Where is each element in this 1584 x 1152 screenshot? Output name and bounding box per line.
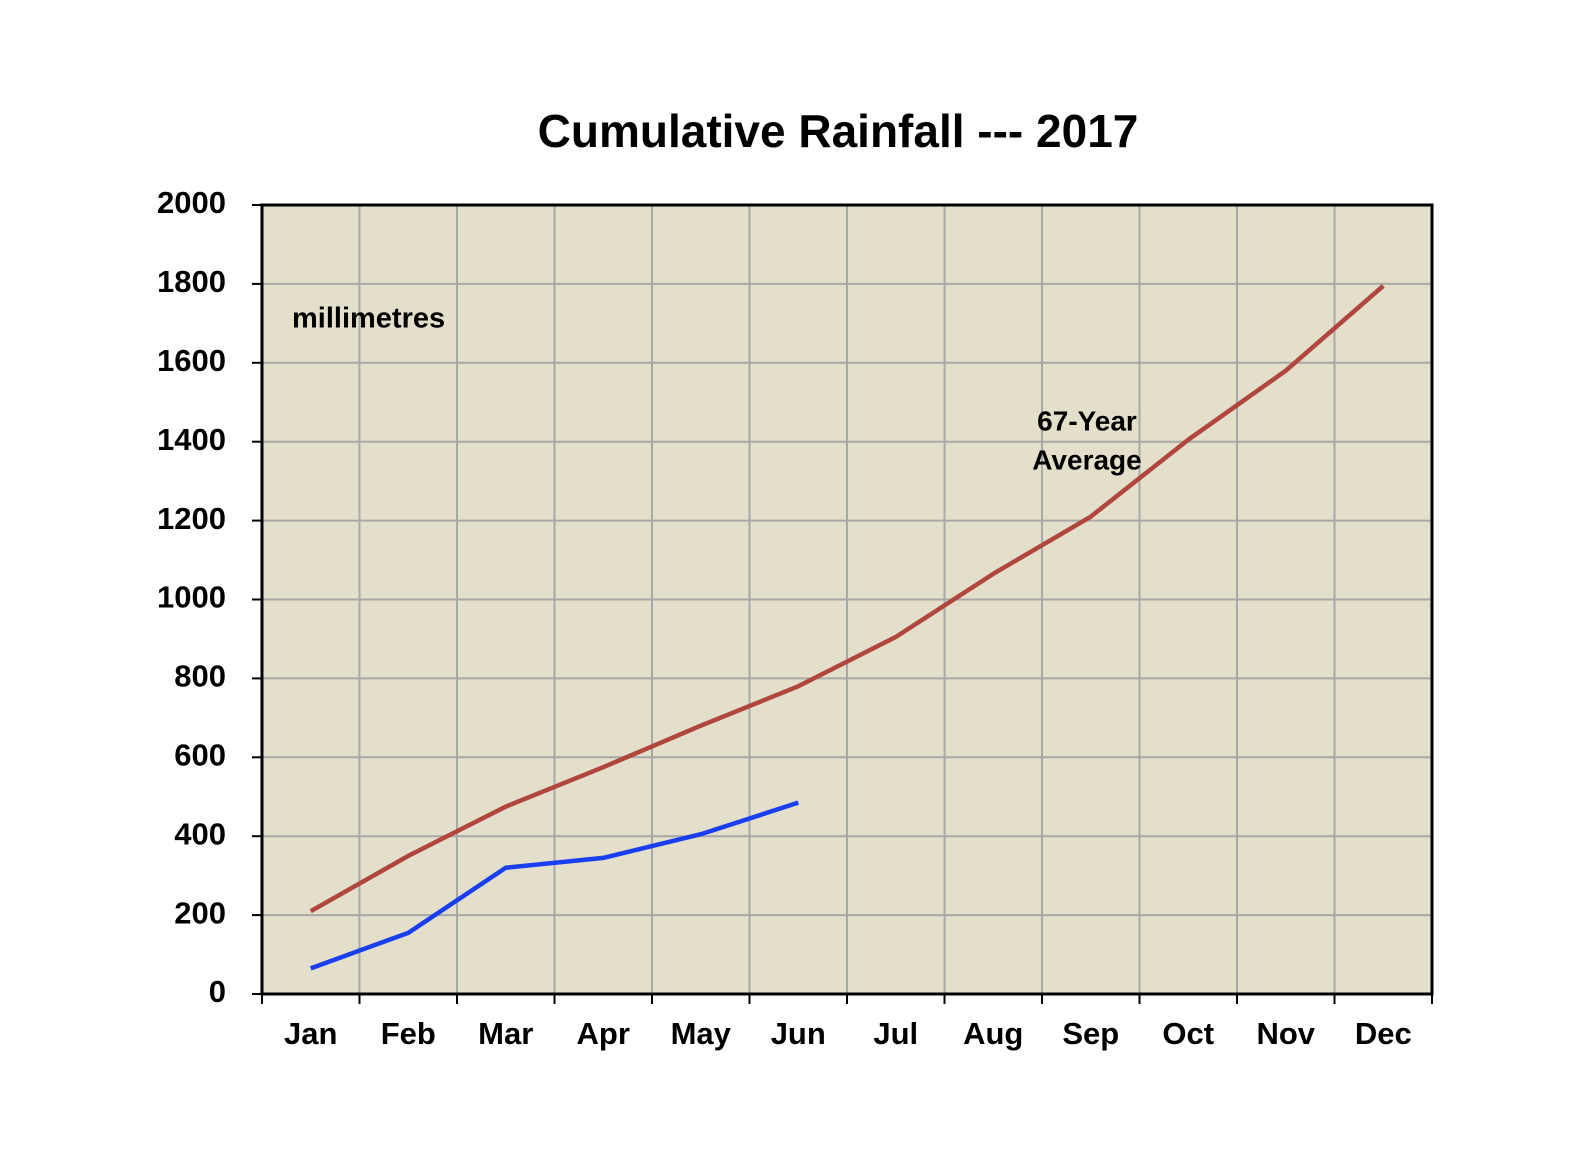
x-tick-label: Dec [1355,1016,1412,1051]
annotation: Average [1032,444,1141,475]
x-tick-label: Apr [577,1016,630,1051]
annotation: 67-Year [1037,405,1137,436]
y-tick-label: 1400 [157,422,226,457]
y-axis-label: millimetres [292,303,445,335]
x-tick-label: Feb [381,1016,436,1051]
y-tick-label: 1600 [157,343,226,378]
y-tick-label: 1800 [157,264,226,299]
x-tick-label: Mar [478,1016,533,1051]
series-line [309,800,799,971]
x-tick-label: Jun [771,1016,826,1051]
x-tick-label: Aug [963,1016,1023,1051]
series-line [309,284,1385,914]
y-tick-label: 1000 [157,580,226,615]
y-tick-label: 400 [174,816,226,851]
y-tick-label: 800 [174,659,226,694]
plot-border [260,203,1434,996]
x-tick-label: Jan [284,1016,337,1051]
y-tick-label: 200 [174,895,226,930]
y-tick-label: 2000 [157,185,226,220]
x-tick-label: Oct [1162,1016,1214,1051]
y-tick-label: 600 [174,737,226,772]
x-tick-label: Sep [1062,1016,1119,1051]
chart-title: Cumulative Rainfall --- 2017 [538,105,1139,157]
x-tick-label: Nov [1256,1016,1315,1051]
y-tick-label: 1200 [157,501,226,536]
y-tick-label: 0 [209,974,226,1009]
x-tick-label: May [671,1016,732,1051]
x-tick-label: Jul [873,1016,918,1051]
